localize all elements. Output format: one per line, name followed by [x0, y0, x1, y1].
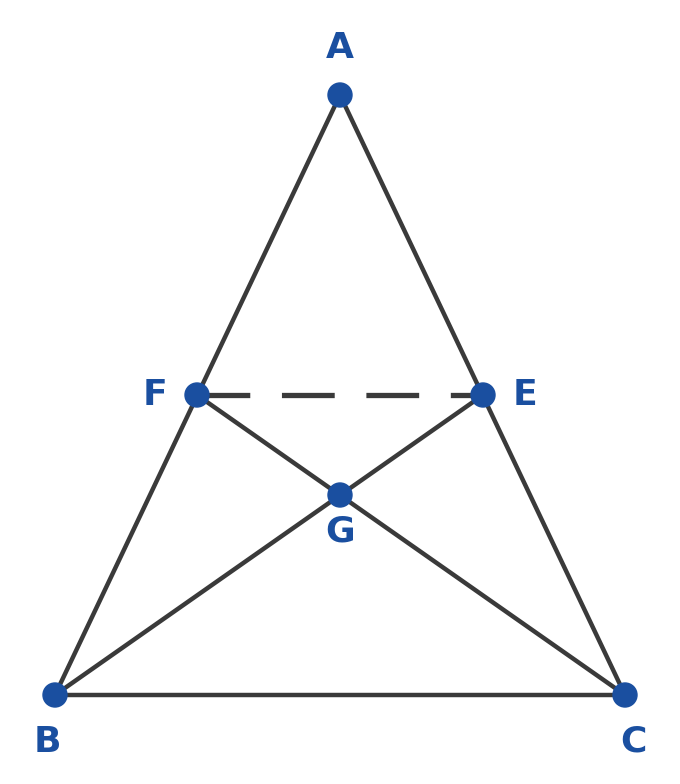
Text: F: F — [143, 378, 167, 412]
Text: A: A — [326, 31, 354, 65]
Text: B: B — [33, 725, 61, 759]
Circle shape — [185, 383, 209, 407]
Circle shape — [328, 483, 352, 507]
Text: G: G — [325, 515, 355, 549]
Circle shape — [328, 83, 352, 107]
Text: E: E — [513, 378, 537, 412]
Circle shape — [43, 683, 67, 707]
Circle shape — [613, 683, 637, 707]
Text: C: C — [619, 725, 646, 759]
Circle shape — [471, 383, 495, 407]
